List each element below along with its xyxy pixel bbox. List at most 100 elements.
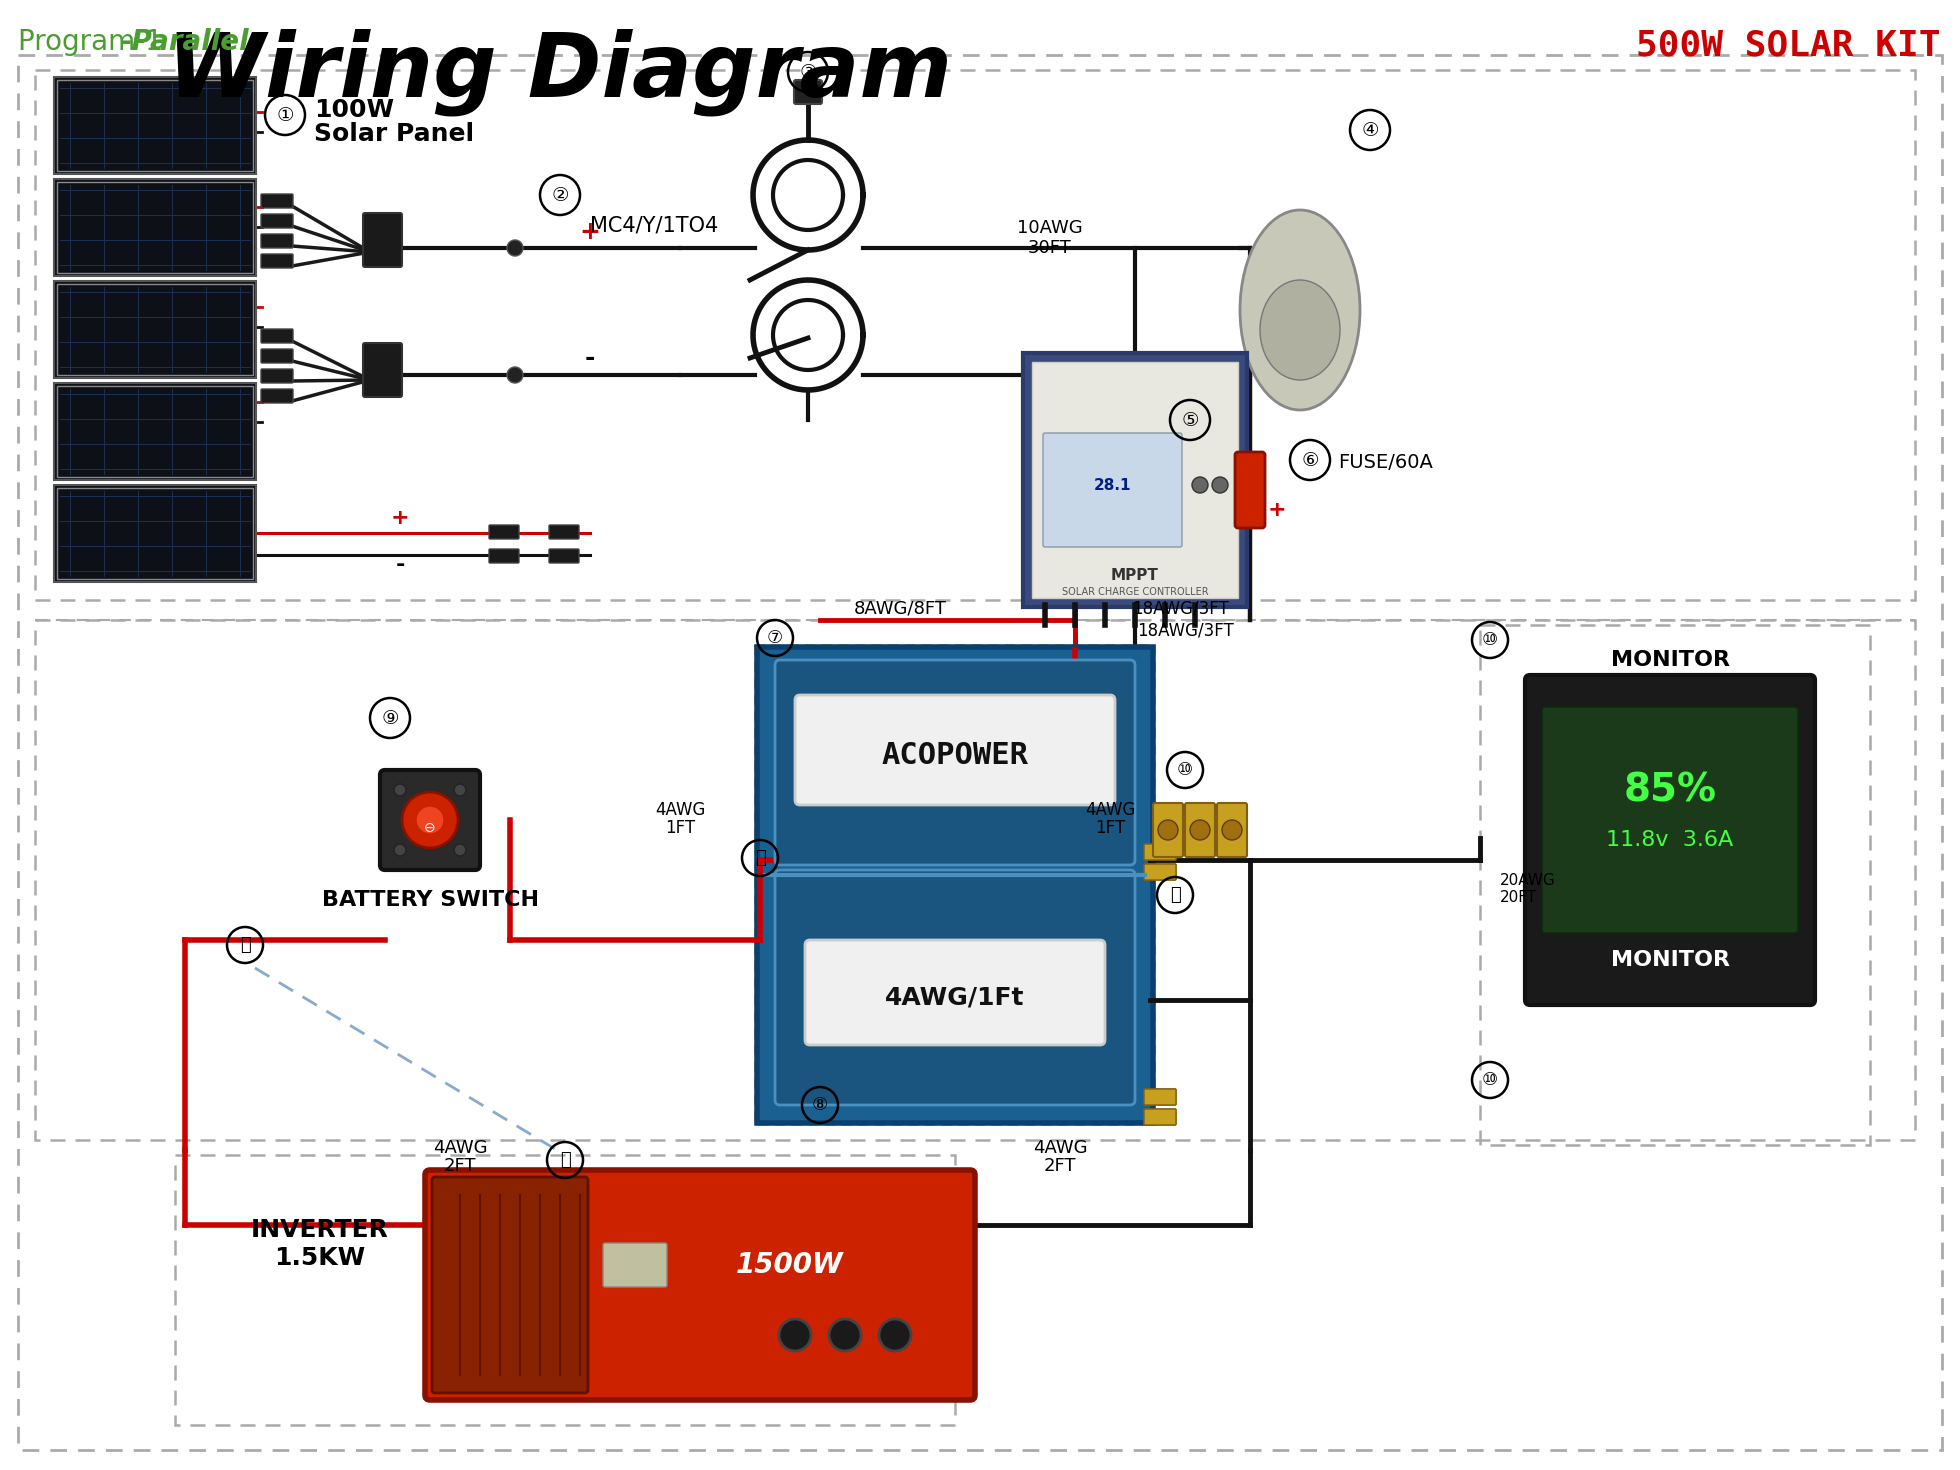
FancyBboxPatch shape	[1235, 451, 1264, 528]
Text: ⑫: ⑫	[561, 1151, 570, 1169]
FancyBboxPatch shape	[261, 254, 292, 268]
Bar	[57, 387, 253, 476]
FancyBboxPatch shape	[1043, 434, 1182, 547]
FancyBboxPatch shape	[55, 179, 257, 276]
FancyBboxPatch shape	[796, 695, 1115, 806]
Text: 10AWG: 10AWG	[1017, 219, 1082, 237]
Circle shape	[394, 844, 406, 856]
Text: ⑩: ⑩	[1482, 631, 1497, 648]
FancyBboxPatch shape	[549, 525, 578, 539]
Text: SOLAR CHARGE CONTROLLER: SOLAR CHARGE CONTROLLER	[1062, 587, 1207, 597]
FancyBboxPatch shape	[431, 1177, 588, 1394]
Circle shape	[455, 844, 466, 856]
Text: ACOPOWER: ACOPOWER	[882, 741, 1029, 769]
FancyBboxPatch shape	[794, 79, 821, 104]
Text: 20FT: 20FT	[1499, 889, 1537, 904]
Text: 4AWG: 4AWG	[1084, 801, 1135, 819]
Circle shape	[1211, 476, 1229, 492]
Text: ⑪: ⑪	[755, 850, 764, 867]
FancyBboxPatch shape	[1525, 675, 1815, 1005]
Circle shape	[402, 792, 459, 848]
FancyBboxPatch shape	[604, 1244, 666, 1288]
FancyBboxPatch shape	[261, 234, 292, 248]
Text: +: +	[390, 509, 410, 528]
FancyBboxPatch shape	[1023, 353, 1247, 607]
Text: 2FT: 2FT	[1045, 1157, 1076, 1175]
Text: BATTERY SWITCH: BATTERY SWITCH	[321, 889, 539, 910]
Ellipse shape	[1241, 210, 1360, 410]
Circle shape	[455, 784, 466, 795]
FancyBboxPatch shape	[261, 215, 292, 228]
FancyBboxPatch shape	[757, 647, 1152, 1123]
Text: ②: ②	[551, 185, 568, 204]
Text: 100W: 100W	[314, 98, 394, 122]
FancyBboxPatch shape	[55, 384, 257, 481]
Text: +: +	[1268, 500, 1286, 520]
Bar	[57, 182, 253, 273]
Text: ⑫: ⑫	[239, 936, 251, 954]
Text: INVERTER: INVERTER	[251, 1219, 388, 1242]
Circle shape	[1192, 476, 1207, 492]
Text: ⑤: ⑤	[1182, 410, 1200, 429]
Text: Solar Panel: Solar Panel	[314, 122, 474, 146]
Text: 4AWG/1Ft: 4AWG/1Ft	[886, 985, 1025, 1008]
Text: 1FT: 1FT	[664, 819, 696, 836]
Ellipse shape	[1260, 279, 1341, 381]
FancyBboxPatch shape	[261, 329, 292, 343]
FancyBboxPatch shape	[1145, 1089, 1176, 1105]
FancyBboxPatch shape	[261, 390, 292, 403]
FancyBboxPatch shape	[1145, 844, 1176, 860]
Circle shape	[416, 806, 445, 833]
Circle shape	[394, 784, 406, 795]
FancyBboxPatch shape	[425, 1170, 974, 1399]
FancyBboxPatch shape	[488, 525, 519, 539]
Text: 1500W: 1500W	[737, 1251, 845, 1279]
Text: +: +	[580, 220, 600, 244]
Text: 500W SOLAR KIT: 500W SOLAR KIT	[1635, 28, 1940, 62]
FancyBboxPatch shape	[1186, 803, 1215, 857]
Circle shape	[1190, 820, 1209, 839]
FancyBboxPatch shape	[1145, 1108, 1176, 1125]
Text: ⑪: ⑪	[1170, 886, 1180, 904]
FancyBboxPatch shape	[363, 213, 402, 268]
FancyBboxPatch shape	[1543, 707, 1797, 933]
Text: ⑩: ⑩	[1176, 761, 1194, 779]
Text: ⑩: ⑩	[1482, 1072, 1497, 1089]
Text: 8AWG/8FT: 8AWG/8FT	[853, 598, 947, 617]
Text: 1FT: 1FT	[1096, 819, 1125, 836]
Text: 4AWG: 4AWG	[655, 801, 706, 819]
FancyBboxPatch shape	[1145, 844, 1176, 860]
Text: ⑧: ⑧	[811, 1097, 827, 1114]
Circle shape	[1158, 820, 1178, 839]
Text: 85%: 85%	[1623, 770, 1717, 809]
Bar	[35, 620, 1915, 1141]
Text: 18AWG/3FT: 18AWG/3FT	[1131, 598, 1229, 617]
Bar	[755, 645, 1154, 1125]
Text: ⑨: ⑨	[382, 709, 398, 728]
Text: -: -	[396, 556, 404, 575]
Circle shape	[778, 1319, 811, 1351]
Text: 2FT: 2FT	[443, 1157, 476, 1175]
Text: 30FT: 30FT	[1029, 240, 1072, 257]
FancyBboxPatch shape	[1145, 864, 1176, 881]
Text: ④: ④	[1362, 121, 1378, 140]
Text: MPPT: MPPT	[1111, 567, 1158, 582]
Circle shape	[1221, 820, 1243, 839]
Text: MONITOR: MONITOR	[1611, 650, 1729, 670]
Text: ③: ③	[800, 63, 817, 81]
Circle shape	[878, 1319, 911, 1351]
Bar	[57, 79, 253, 171]
Text: 11.8v  3.6A: 11.8v 3.6A	[1607, 831, 1735, 850]
Text: -: -	[584, 345, 596, 370]
FancyBboxPatch shape	[1145, 1108, 1176, 1125]
FancyBboxPatch shape	[55, 76, 257, 173]
Text: MONITOR: MONITOR	[1611, 950, 1729, 970]
Bar	[1480, 625, 1870, 1145]
Text: FUSE/60A: FUSE/60A	[1339, 453, 1433, 472]
FancyBboxPatch shape	[261, 348, 292, 363]
FancyBboxPatch shape	[488, 548, 519, 563]
FancyBboxPatch shape	[55, 485, 257, 582]
FancyBboxPatch shape	[549, 548, 578, 563]
Text: 20AWG: 20AWG	[1499, 873, 1556, 888]
FancyBboxPatch shape	[774, 870, 1135, 1105]
